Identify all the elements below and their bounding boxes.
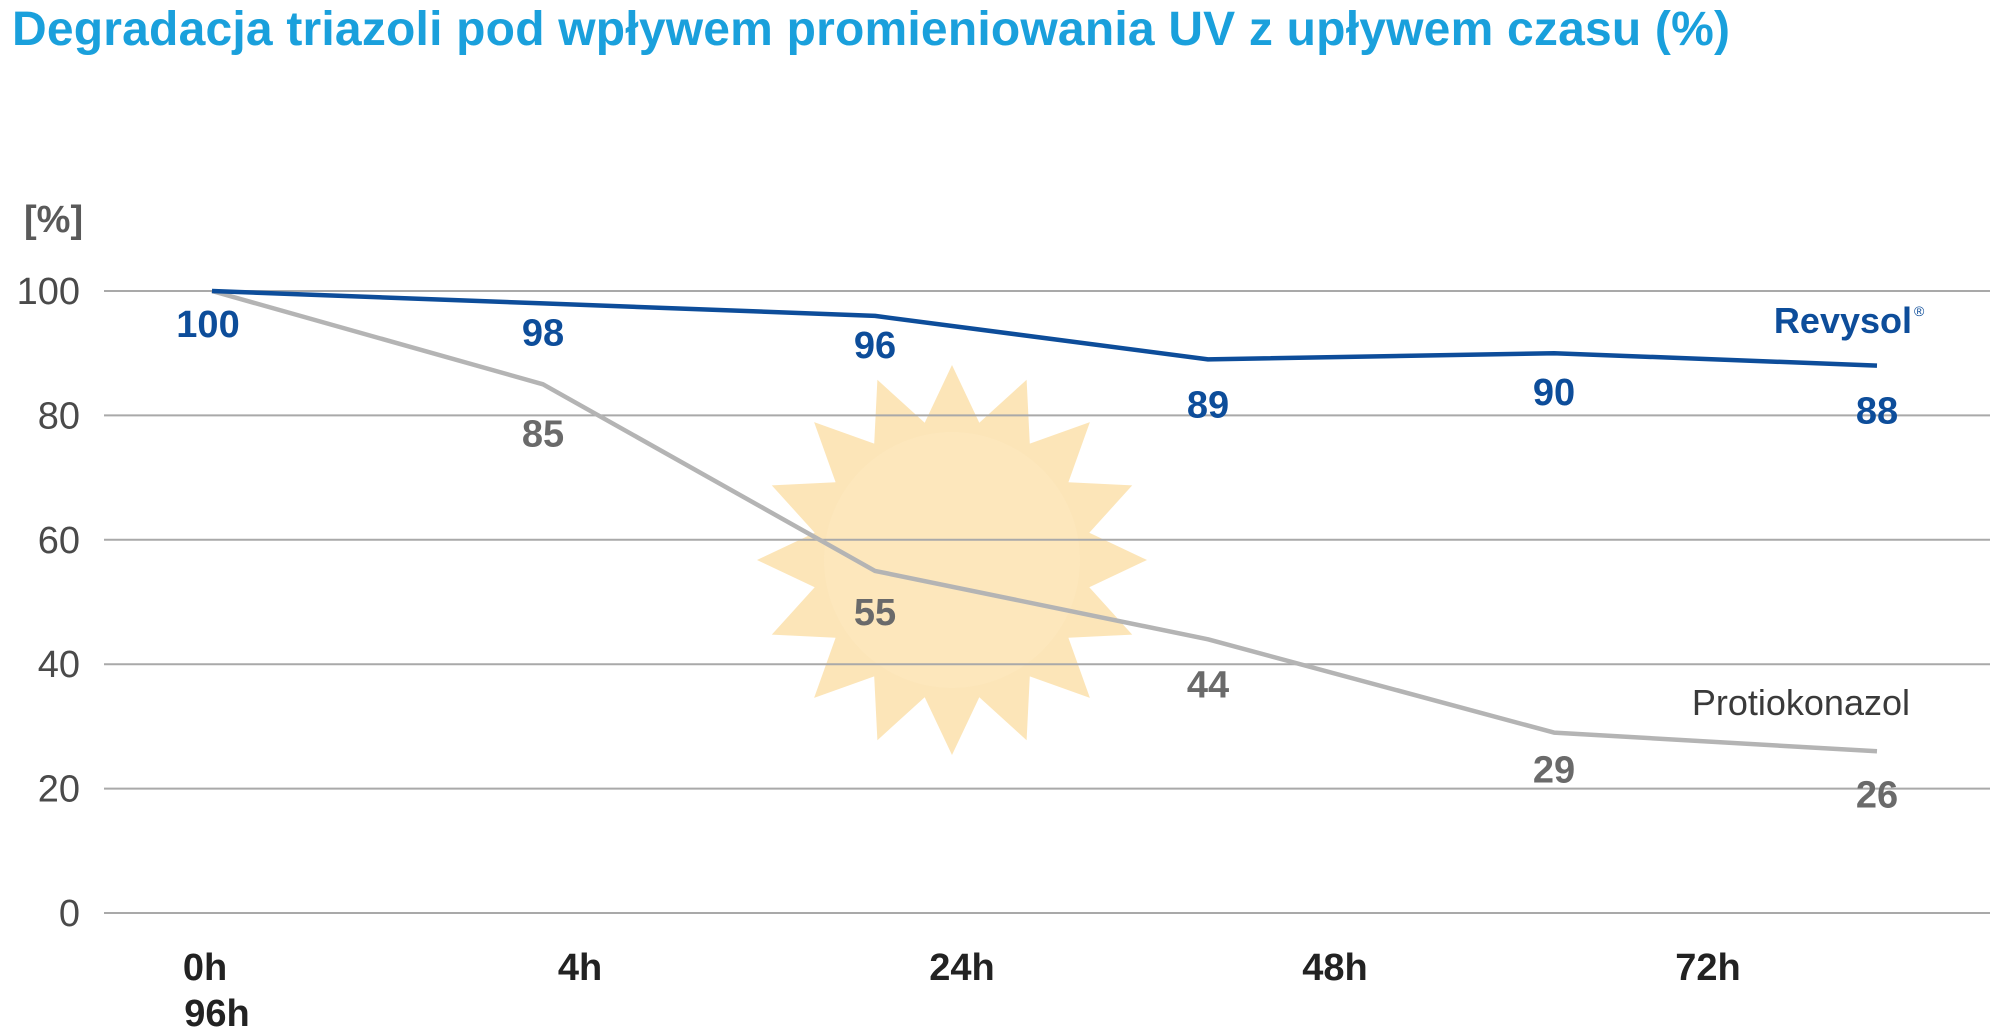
x-tick-label: 72h: [1675, 947, 1740, 989]
protiokonazol-data-label: 85: [522, 413, 564, 455]
x-tick-label: 96h: [184, 993, 249, 1031]
y-axis-ticks: 0 20 40 60 80 100: [17, 271, 80, 935]
grid-lines: [104, 290, 1990, 914]
revysol-data-label: 100: [176, 304, 239, 346]
revysol-data-label: 96: [854, 325, 896, 367]
chart-title: Degradacja triazoli pod wpływem promieni…: [12, 3, 1731, 56]
revysol-line: [211, 288, 1878, 368]
x-tick-label: 48h: [1302, 947, 1367, 989]
y-axis-label: [%]: [24, 199, 83, 241]
revysol-data-label: 90: [1533, 372, 1575, 414]
x-tick-label: 24h: [929, 947, 994, 989]
protiokonazol-line: [211, 288, 1878, 754]
y-tick-label: 0: [59, 893, 80, 935]
x-tick-label: 0h: [183, 947, 227, 989]
revysol-data-label: 88: [1856, 391, 1898, 433]
x-tick-label: 4h: [558, 947, 602, 989]
revysol-data-label: 89: [1187, 384, 1229, 426]
data-labels: 100 98 96 89 90 88 85 55 44 29 26: [176, 304, 1898, 816]
series-names: Revysol ® Protiokonazol: [1692, 300, 1925, 723]
y-tick-label: 80: [38, 395, 80, 437]
y-tick-label: 100: [17, 271, 80, 313]
y-tick-label: 60: [38, 520, 80, 562]
sun-disc: [824, 432, 1080, 688]
sun-icon: [757, 365, 1147, 755]
registered-mark: ®: [1914, 303, 1925, 319]
protiokonazol-data-label: 26: [1856, 774, 1898, 816]
revysol-data-label: 98: [522, 312, 564, 354]
x-axis-ticks: 0h 4h 24h 48h 72h 96h: [183, 947, 1741, 1031]
y-tick-label: 20: [38, 769, 80, 811]
protiokonazol-data-label: 55: [854, 592, 896, 634]
protiokonazol-data-label: 29: [1533, 750, 1575, 792]
series-lines: [211, 288, 1878, 754]
protiokonazol-data-label: 44: [1187, 664, 1229, 706]
revysol-series-name: Revysol: [1774, 300, 1912, 341]
protiokonazol-series-name: Protiokonazol: [1692, 682, 1910, 723]
y-tick-label: 40: [38, 644, 80, 686]
